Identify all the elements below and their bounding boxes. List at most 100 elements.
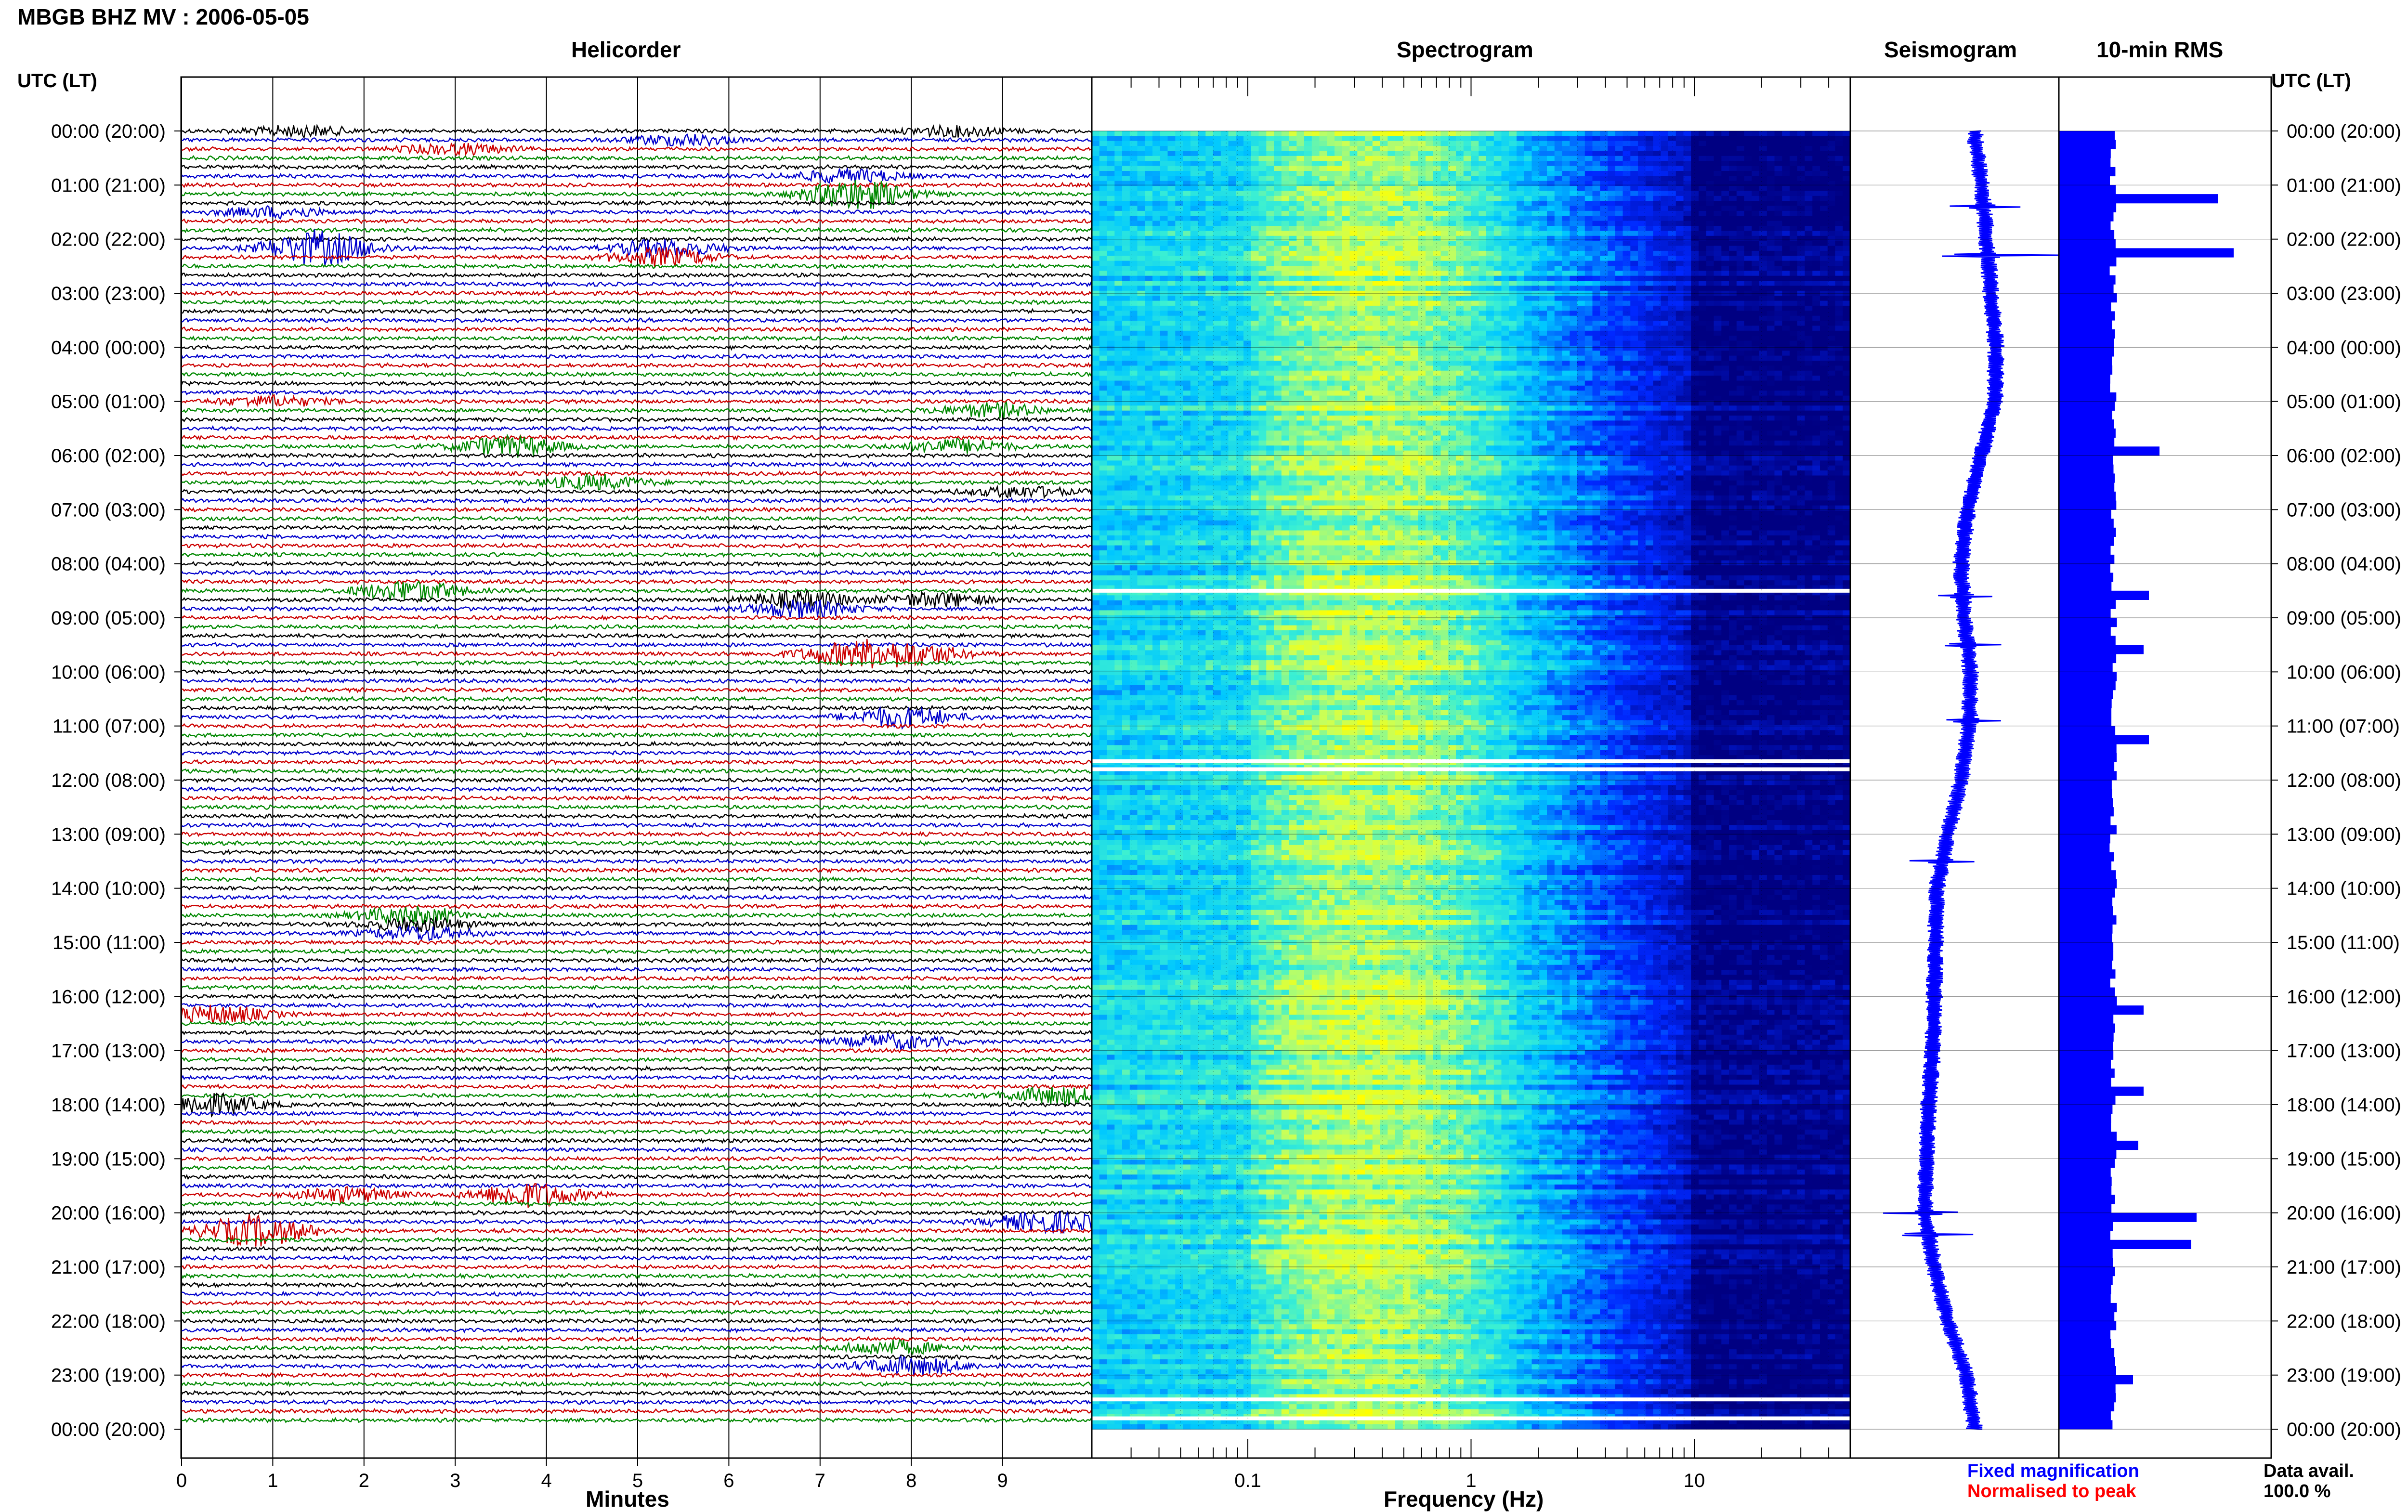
spectrogram-cell — [1152, 945, 1160, 950]
spectrogram-cell — [1221, 1120, 1229, 1125]
spectrogram-cell — [1183, 640, 1191, 646]
spectrogram-cell — [1183, 326, 1191, 331]
spectrogram-cell — [1168, 980, 1176, 985]
spectrogram-cell — [1205, 610, 1213, 615]
spectrogram-cell — [1183, 1269, 1191, 1275]
spectrogram-cell — [1229, 500, 1236, 506]
spectrogram-cell — [1138, 311, 1145, 316]
spectrogram-cell — [1152, 286, 1160, 291]
spectrogram-cell — [1122, 286, 1130, 291]
spectrogram-cell — [1130, 1339, 1138, 1344]
spectrogram-cell — [1221, 381, 1229, 386]
spectrogram-cell — [1213, 840, 1221, 845]
spectrogram-cell — [1099, 1344, 1107, 1350]
spectrogram-cell — [1092, 690, 1099, 695]
spectrogram-cell — [1229, 880, 1236, 885]
spectrogram-cell — [1114, 905, 1122, 910]
spectrogram-cell — [1183, 306, 1191, 311]
spectrogram-cell — [1160, 1204, 1168, 1210]
spectrogram-cell — [1145, 780, 1152, 785]
spectrogram-cell — [1130, 226, 1138, 231]
spectrogram-cell — [1213, 775, 1221, 781]
spectrogram-cell — [1205, 905, 1213, 910]
spectrogram-cell — [1191, 1160, 1198, 1165]
spectrogram-cell — [1213, 815, 1221, 821]
spectrogram-cell — [1114, 1075, 1122, 1080]
spectrogram-cell — [1205, 930, 1213, 935]
spectrogram-cell — [1229, 336, 1236, 341]
spectrogram-cell — [1092, 131, 1099, 136]
spectrogram-cell — [1191, 1294, 1198, 1300]
spectrogram-cell — [1221, 146, 1229, 151]
spectrogram-cell — [1205, 176, 1213, 181]
spectrogram-cell — [1191, 1164, 1198, 1170]
spectrogram-cell — [1205, 271, 1213, 276]
spectrogram-cell — [1213, 610, 1221, 615]
spectrogram-cell — [1183, 321, 1191, 326]
spectrogram-cell — [1160, 895, 1168, 900]
spectrogram-cell — [1183, 451, 1191, 456]
spectrogram-cell — [1198, 1355, 1206, 1360]
spectrogram-cell — [1205, 156, 1213, 161]
spectrogram-cell — [1205, 595, 1213, 600]
spectrogram-cell — [1205, 985, 1213, 990]
spectrogram-cell — [1221, 1344, 1229, 1350]
spectrogram-cell — [1213, 1065, 1221, 1070]
spectrogram-cell — [1152, 1105, 1160, 1110]
spectrogram-cell — [1099, 1115, 1107, 1120]
spectrogram-cell — [1145, 875, 1152, 880]
spectrogram-cell — [1145, 1349, 1152, 1355]
spectrogram-cell — [1175, 550, 1183, 556]
spectrogram-cell — [1107, 430, 1115, 436]
spectrogram-cell — [1221, 895, 1229, 900]
spectrogram-cell — [1213, 1010, 1221, 1015]
spectrogram-cell — [1122, 845, 1130, 850]
spectrogram-cell — [1183, 405, 1191, 411]
spectrogram-cell — [1168, 1140, 1176, 1145]
spectrogram-cell — [1221, 595, 1229, 600]
spectrogram-cell — [1092, 685, 1099, 691]
spectrogram-cell — [1160, 1309, 1168, 1315]
spectrogram-cell — [1198, 416, 1206, 421]
spectrogram-cell — [1198, 1069, 1206, 1075]
spectrogram-cell — [1191, 1199, 1198, 1205]
spectrogram-cell — [1183, 1010, 1191, 1015]
spectrogram-cell — [1221, 1294, 1229, 1300]
spectrogram-cell — [1138, 1185, 1145, 1190]
spectrogram-cell — [1092, 176, 1099, 181]
spectrogram-cell — [1168, 626, 1176, 631]
spectrogram-cell — [1198, 191, 1206, 196]
spectrogram-cell — [1191, 1404, 1198, 1409]
spectrogram-cell — [1205, 750, 1213, 756]
spectrogram-cell — [1092, 296, 1099, 301]
spectrogram-cell — [1122, 835, 1130, 840]
spectrogram-cell — [1107, 575, 1115, 581]
spectrogram-cell — [1092, 1085, 1099, 1090]
spectrogram-cell — [1114, 705, 1122, 711]
spectrogram-cell — [1175, 1409, 1183, 1415]
spectrogram-cell — [1099, 675, 1107, 680]
spectrogram-cell — [1114, 865, 1122, 870]
spectrogram-cell — [1221, 855, 1229, 860]
spectrogram-cell — [1191, 970, 1198, 975]
spectrogram-cell — [1122, 1105, 1130, 1110]
spectrogram-cell — [1229, 855, 1236, 860]
spectrogram-cell — [1191, 226, 1198, 231]
spectrogram-cell — [1092, 1015, 1099, 1020]
spectrogram-cell — [1175, 1025, 1183, 1030]
spectrogram-cell — [1198, 441, 1206, 446]
spectrogram-cell — [1205, 900, 1213, 905]
spectrogram-cell — [1168, 645, 1176, 651]
spectrogram-cell — [1099, 206, 1107, 211]
spectrogram-cell — [1145, 306, 1152, 311]
spectrogram-cell — [1205, 521, 1213, 526]
spectrogram-cell — [1152, 1339, 1160, 1344]
spectrogram-cell — [1221, 271, 1229, 276]
spectrogram-cell — [1175, 1085, 1183, 1090]
spectrogram-cell — [1229, 341, 1236, 346]
spectrogram-cell — [1221, 610, 1229, 615]
spectrogram-cell — [1213, 445, 1221, 451]
spectrogram-cell — [1191, 1005, 1198, 1010]
spectrogram-cell — [1160, 720, 1168, 726]
spectrogram-cell — [1205, 1000, 1213, 1005]
